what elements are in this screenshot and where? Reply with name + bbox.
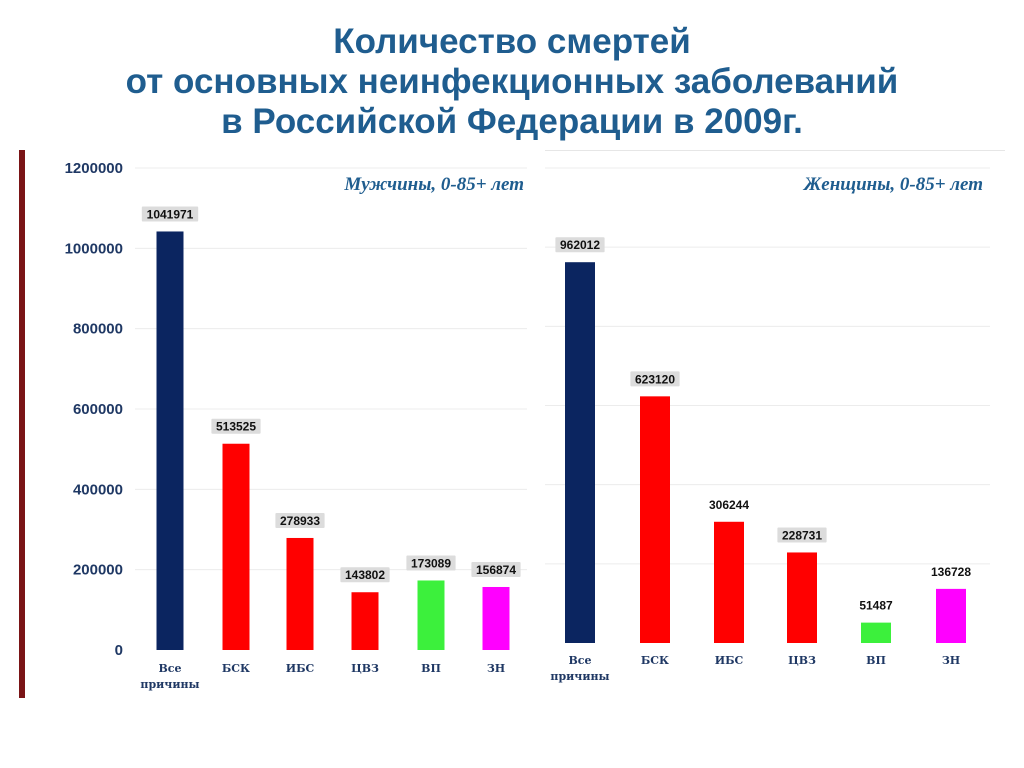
value-label-badge <box>777 527 827 543</box>
y-tick-label: 800000 <box>73 321 123 338</box>
bar-women-4 <box>861 622 891 643</box>
y-tick-label: 400000 <box>73 481 123 498</box>
value-label: 513525 <box>216 420 256 434</box>
value-label: 278933 <box>280 514 320 528</box>
y-tick-label: 600000 <box>73 401 123 418</box>
value-label: 228731 <box>782 528 822 542</box>
y-tick-label: 200000 <box>73 562 123 579</box>
bar-men-2 <box>286 537 314 650</box>
bar-men-5 <box>482 586 510 650</box>
value-label-badge <box>211 418 261 434</box>
value-label-badge <box>141 206 199 222</box>
left-accent-rule <box>19 150 25 698</box>
value-label-badge <box>340 567 390 583</box>
y-tick-label: 1200000 <box>65 160 123 177</box>
category-label: ИБС <box>715 654 744 667</box>
value-label: 623120 <box>635 372 675 386</box>
category-label: ЦВЗ <box>351 662 379 675</box>
title-line-2: от основных неинфекционных заболеваний <box>125 62 899 101</box>
y-tick-label: 1000000 <box>65 240 123 257</box>
category-label: БСК <box>222 662 250 675</box>
value-label-badge <box>471 561 521 577</box>
y-tick-label: 0 <box>115 642 123 659</box>
category-label: ВП <box>421 662 441 675</box>
category-label: ИБС <box>286 662 315 675</box>
bar-men-3 <box>351 592 379 650</box>
value-label-badge <box>406 555 456 571</box>
category-label: причины <box>140 678 199 691</box>
value-label: 1041971 <box>147 207 194 221</box>
value-label-badge <box>555 237 605 253</box>
panel-title-women: Женщины, 0-85+ лет <box>802 174 983 195</box>
bar-men-4 <box>417 580 445 650</box>
value-label: 962012 <box>560 238 600 252</box>
category-label: ЗН <box>942 654 960 667</box>
title-line-3: в Российской Федерации в 2009г. <box>221 102 803 141</box>
page-title: Количество смертей от основных неинфекци… <box>0 22 1024 142</box>
bar-women-0 <box>565 262 595 643</box>
value-label: 156874 <box>476 563 516 577</box>
title-line-1: Количество смертей <box>333 22 691 61</box>
bar-men-1 <box>222 443 250 650</box>
category-label: причины <box>550 670 609 683</box>
category-label: ЗН <box>487 662 505 675</box>
value-label-badge <box>630 371 680 387</box>
category-label: Все <box>159 662 182 675</box>
value-label: 136728 <box>931 565 971 579</box>
bar-men-0 <box>156 231 184 650</box>
value-label: 51487 <box>859 599 893 613</box>
bar-women-3 <box>787 552 817 643</box>
value-label: 306244 <box>709 498 749 512</box>
bar-women-1 <box>640 396 670 643</box>
value-label: 143802 <box>345 568 385 582</box>
panel-title-men: Мужчины, 0-85+ лет <box>343 174 524 195</box>
category-label: Все <box>569 654 592 667</box>
category-label: ЦВЗ <box>788 654 816 667</box>
bar-women-5 <box>936 588 966 643</box>
value-label-badge <box>275 512 325 528</box>
category-label: БСК <box>641 654 669 667</box>
bar-women-2 <box>714 521 744 643</box>
value-label: 173089 <box>411 556 451 570</box>
category-label: ВП <box>866 654 886 667</box>
top-divider <box>545 150 1005 151</box>
